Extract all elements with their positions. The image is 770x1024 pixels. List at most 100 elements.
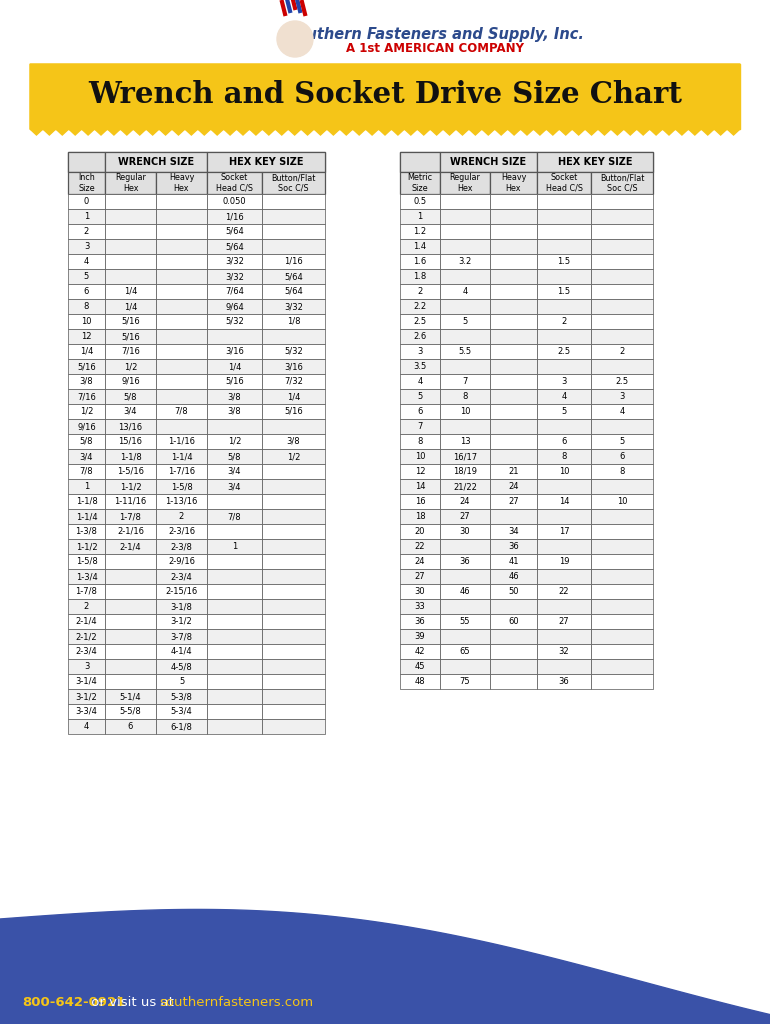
Bar [537, 172, 591, 194]
Text: 1.2: 1.2 [413, 227, 427, 236]
Bar [490, 224, 537, 239]
Text: 12: 12 [415, 467, 425, 476]
Text: 30: 30 [415, 587, 425, 596]
Bar [262, 674, 325, 689]
Bar [156, 239, 207, 254]
Text: 5: 5 [619, 437, 624, 446]
Text: 3/16: 3/16 [284, 362, 303, 371]
Text: 2.5: 2.5 [615, 377, 628, 386]
Text: 1-5/8: 1-5/8 [171, 482, 192, 490]
Bar [440, 629, 490, 644]
Bar [400, 314, 440, 329]
Bar [537, 389, 591, 404]
Text: 1-1/4: 1-1/4 [171, 452, 192, 461]
Text: 2: 2 [561, 317, 567, 326]
Bar [105, 509, 156, 524]
Bar [490, 329, 537, 344]
Text: 27: 27 [415, 572, 425, 581]
Text: 5/32: 5/32 [284, 347, 303, 356]
Bar [68, 629, 105, 644]
Bar [68, 479, 105, 494]
Text: 1-1/4: 1-1/4 [75, 512, 97, 521]
Bar [591, 659, 653, 674]
Text: 2-3/4: 2-3/4 [75, 647, 97, 656]
Bar [490, 314, 537, 329]
Bar [262, 464, 325, 479]
Text: 2-3/16: 2-3/16 [168, 527, 195, 536]
Text: 1-3/8: 1-3/8 [75, 527, 98, 536]
Bar [68, 524, 105, 539]
Text: 1-1/16: 1-1/16 [168, 437, 195, 446]
Bar [537, 554, 591, 569]
Text: 6: 6 [128, 722, 133, 731]
Bar [207, 389, 262, 404]
Bar [105, 689, 156, 705]
Text: 1/2: 1/2 [286, 452, 300, 461]
Bar [400, 434, 440, 449]
Text: 5: 5 [84, 272, 89, 281]
Bar [156, 494, 207, 509]
Bar [262, 554, 325, 569]
Bar [591, 599, 653, 614]
Bar [591, 494, 653, 509]
Text: WRENCH SIZE: WRENCH SIZE [118, 157, 194, 167]
Text: 10: 10 [617, 497, 628, 506]
Text: 1.5: 1.5 [557, 287, 571, 296]
Bar [68, 329, 105, 344]
Text: 2: 2 [619, 347, 624, 356]
Bar [400, 584, 440, 599]
Bar [262, 689, 325, 705]
Text: 4: 4 [84, 257, 89, 266]
Bar [68, 209, 105, 224]
Text: 0: 0 [84, 197, 89, 206]
Bar [537, 419, 591, 434]
Text: 9/64: 9/64 [225, 302, 244, 311]
Bar [490, 434, 537, 449]
Text: 1: 1 [84, 482, 89, 490]
Bar [105, 524, 156, 539]
Text: 2.5: 2.5 [557, 347, 571, 356]
Text: 8: 8 [619, 467, 624, 476]
Text: 2-1/2: 2-1/2 [75, 632, 97, 641]
Text: 3/8: 3/8 [79, 377, 93, 386]
Bar [591, 254, 653, 269]
Bar [105, 449, 156, 464]
Bar [105, 719, 156, 734]
Text: Heavy
Hex: Heavy Hex [500, 173, 526, 193]
Bar [537, 644, 591, 659]
Text: 5/8: 5/8 [228, 452, 241, 461]
Bar [156, 254, 207, 269]
Bar [156, 299, 207, 314]
Bar [105, 569, 156, 584]
Text: 60: 60 [508, 617, 519, 626]
Bar [68, 194, 105, 209]
Bar [156, 209, 207, 224]
Text: 3-3/4: 3-3/4 [75, 707, 98, 716]
Bar [156, 449, 207, 464]
Bar [490, 374, 537, 389]
Bar [591, 464, 653, 479]
Bar [537, 374, 591, 389]
Text: 33: 33 [414, 602, 425, 611]
Text: 5-3/8: 5-3/8 [171, 692, 192, 701]
Bar [68, 374, 105, 389]
Text: 5.5: 5.5 [458, 347, 471, 356]
Text: 19: 19 [559, 557, 569, 566]
Bar [207, 404, 262, 419]
Bar [207, 269, 262, 284]
Text: 9/16: 9/16 [121, 377, 140, 386]
Text: 17: 17 [559, 527, 569, 536]
Text: 2: 2 [179, 512, 184, 521]
Bar [440, 554, 490, 569]
Bar [156, 569, 207, 584]
Bar [156, 344, 207, 359]
Text: 15/16: 15/16 [119, 437, 142, 446]
Bar [105, 404, 156, 419]
Text: A 1st AMERICAN COMPANY: A 1st AMERICAN COMPANY [346, 42, 524, 54]
Bar [400, 284, 440, 299]
Bar [156, 659, 207, 674]
Bar [591, 284, 653, 299]
Bar [156, 329, 207, 344]
Bar [207, 629, 262, 644]
Text: 32: 32 [559, 647, 569, 656]
